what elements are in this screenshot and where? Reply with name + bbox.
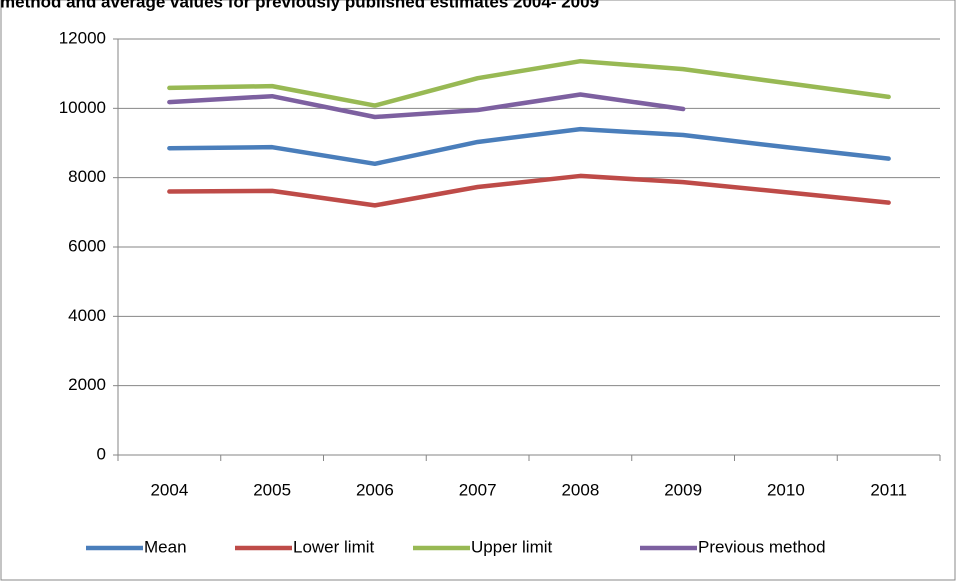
y-tick-label: 12000 [59, 28, 106, 47]
y-tick-label: 0 [97, 444, 106, 463]
x-tick-label: 2010 [767, 480, 805, 499]
y-tick-label: 4000 [68, 306, 106, 325]
y-tick-label: 6000 [68, 236, 106, 255]
x-tick-label: 2011 [870, 480, 907, 499]
x-tick-label: 2009 [664, 480, 702, 499]
x-tick-label: 2004 [150, 480, 188, 499]
series-line [167, 173, 891, 208]
legend-label: Mean [144, 537, 187, 556]
chart-title: method and average values for previously… [0, 0, 599, 11]
y-tick-label: 2000 [68, 375, 106, 394]
y-tick-label: 8000 [68, 167, 106, 186]
legend-label: Previous method [698, 537, 826, 556]
y-tick-label: 10000 [59, 98, 106, 117]
x-tick-label: 2006 [356, 480, 394, 499]
x-tick-label: 2007 [459, 480, 497, 499]
series-line [167, 126, 891, 167]
legend-label: Lower limit [293, 537, 375, 556]
x-tick-label: 2005 [253, 480, 291, 499]
series-line [167, 92, 686, 120]
legend-label: Upper limit [471, 537, 553, 556]
series-line [167, 58, 891, 108]
x-tick-label: 2008 [561, 480, 599, 499]
